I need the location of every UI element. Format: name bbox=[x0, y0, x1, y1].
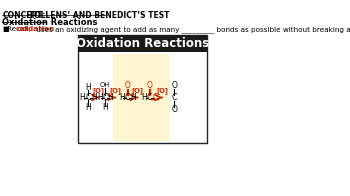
Bar bbox=[78, 35, 207, 52]
Text: TOLLENS’ AND BENEDICT’S TEST: TOLLENS’ AND BENEDICT’S TEST bbox=[26, 11, 169, 20]
Text: [O]: [O] bbox=[93, 87, 105, 93]
Text: H: H bbox=[141, 93, 147, 102]
Text: O: O bbox=[124, 81, 130, 90]
Text: O: O bbox=[171, 81, 177, 90]
Text: H: H bbox=[79, 93, 85, 102]
Text: H: H bbox=[85, 103, 91, 112]
Text: C: C bbox=[147, 93, 152, 102]
Text: H: H bbox=[97, 93, 103, 102]
Text: C: C bbox=[125, 93, 130, 102]
Text: C: C bbox=[153, 93, 158, 102]
Text: H: H bbox=[85, 83, 91, 92]
Text: [O]: [O] bbox=[132, 87, 144, 93]
Text: H: H bbox=[108, 93, 113, 102]
Text: [O]: [O] bbox=[156, 87, 168, 93]
Text: Oxidation Reactions: Oxidation Reactions bbox=[76, 37, 209, 50]
Text: C: C bbox=[85, 93, 91, 102]
Bar bbox=[78, 35, 207, 143]
Text: ■: ■ bbox=[2, 26, 9, 32]
Text: OH: OH bbox=[100, 82, 110, 87]
Text: O: O bbox=[171, 105, 177, 114]
Text: oxidation: oxidation bbox=[17, 26, 55, 32]
Text: H: H bbox=[91, 93, 97, 102]
Text: Recall,: Recall, bbox=[7, 26, 33, 32]
Text: H: H bbox=[102, 103, 108, 112]
Text: uses an oxidizing agent to add as many _________ bonds as possible without break: uses an oxidizing agent to add as many _… bbox=[34, 26, 350, 33]
Text: CONCEPT:: CONCEPT: bbox=[2, 11, 46, 20]
Text: Oxidation Reactions: Oxidation Reactions bbox=[2, 18, 98, 27]
Text: C: C bbox=[172, 93, 177, 102]
Text: C: C bbox=[102, 93, 108, 102]
Bar bbox=[113, 54, 170, 141]
Text: O: O bbox=[147, 81, 153, 90]
Text: [O]: [O] bbox=[109, 87, 121, 93]
Text: H: H bbox=[119, 93, 125, 102]
Text: H: H bbox=[130, 93, 135, 102]
